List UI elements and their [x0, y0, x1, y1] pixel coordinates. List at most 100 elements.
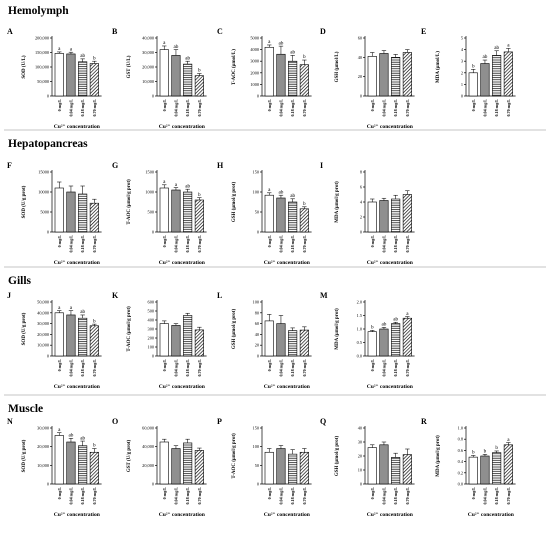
bar-j-4 [89, 325, 99, 357]
significance-letter: a [507, 43, 510, 49]
x-tick-label: 0.70 mg/L [92, 235, 97, 253]
significance-letter: ab [278, 40, 283, 46]
bar-a-1 [54, 53, 64, 97]
x-tick-label: 0.70 mg/L [506, 487, 511, 505]
bar-d-4 [402, 52, 412, 97]
y-tick-label: 30,000 [142, 50, 154, 56]
x-tick-label: 0 mg/L [267, 99, 272, 112]
y-tick-label: 0.0 [458, 482, 463, 487]
y-tick-label: 500 [148, 210, 154, 215]
y-tick-label: 30 [358, 440, 362, 445]
x-tick-label: 0.04 mg/L [173, 487, 178, 505]
significance-letter: a [268, 39, 271, 45]
bar-d-1 [367, 56, 377, 97]
x-tick-label: 0.18 mg/L [185, 235, 190, 253]
x-tick-label: 0.04 mg/L [278, 487, 283, 505]
significance-letter: b [198, 68, 201, 74]
y-tick-label: 80 [255, 310, 259, 315]
significance-letter: a [70, 305, 73, 311]
x-tick-label: 0.70 mg/L [92, 99, 97, 117]
x-tick-label: 0 mg/L [162, 487, 167, 500]
y-axis-label: MDA (μmol/g prot) [436, 435, 441, 477]
bar-q-3 [391, 457, 401, 485]
x-axis-label: Cu²⁺ concentration [54, 124, 101, 130]
y-tick-label: 10,000 [37, 463, 49, 469]
y-tick-label: 100 [253, 190, 259, 195]
x-tick-label: 0.18 mg/L [185, 487, 190, 505]
y-tick-label: 0 [152, 482, 154, 487]
y-axis-label: T-AOC (μmol/g prot) [127, 306, 132, 352]
bar-chart-o: O 0 20,000 40,000 60,000 GST (U/g prot) 0 mg/L… [112, 417, 207, 518]
significance-letter: a [507, 437, 510, 443]
y-tick-label: 30,000 [37, 426, 49, 432]
y-tick-label: 1.5 [357, 313, 362, 318]
x-tick-label: 0.04 mg/L [381, 99, 386, 117]
bar-e-2 [480, 63, 490, 97]
bar-h-3 [288, 201, 298, 233]
significance-letter: ab [290, 50, 295, 56]
x-tick-label: 0 mg/L [370, 487, 375, 500]
y-tick-label: 20 [255, 343, 259, 348]
significance-letter: b [93, 55, 96, 61]
bar-e-4 [503, 51, 513, 97]
significance-letter: b [303, 201, 306, 207]
x-tick-label: 0.04 mg/L [482, 487, 487, 505]
x-tick-label: 0 mg/L [471, 99, 476, 112]
y-tick-label: 0 [47, 230, 49, 235]
bar-chart-k: K 0 100 200 300 400 500 600 T-AOC (μmol/g prot) 0… [112, 291, 207, 390]
y-tick-label: 4000 [250, 47, 259, 52]
bar-chart-a: A 0 50,000 100,000 150,000 200,000 SOD (U/L) a 0… [7, 27, 102, 130]
bar-j-3 [78, 317, 88, 357]
y-tick-label: 150 [253, 426, 259, 431]
y-tick-label: 100 [253, 444, 259, 449]
x-tick-label: 0.04 mg/L [381, 487, 386, 505]
y-tick-label: 40,000 [37, 310, 49, 316]
bar-chart-e: E 0 1 2 3 4 5 MDA (μmol/L) b 0 mg/L ab 0.04 mg/L ab 0… [421, 27, 516, 117]
y-axis-label: GST (U/L) [127, 55, 132, 78]
significance-letter: b [472, 450, 475, 456]
bar-f-3 [78, 193, 88, 233]
y-tick-label: 200,000 [35, 36, 49, 42]
bar-g-1 [159, 187, 169, 233]
x-tick-label: 0 mg/L [267, 359, 272, 372]
significance-letter: b [371, 325, 374, 331]
y-tick-label: 20 [358, 454, 362, 459]
bar-n-3 [78, 445, 88, 485]
bar-m-1 [367, 331, 377, 357]
x-axis-label: Cu²⁺ concentration [367, 124, 414, 130]
y-axis-label: MDA (μmol/g prot) [335, 308, 340, 350]
y-axis-label: SOD (U/g prot) [22, 185, 27, 218]
y-tick-label: 0 [257, 230, 259, 235]
bar-r-4 [503, 444, 513, 485]
y-axis-label: GSH (μmol/g prot) [232, 309, 237, 350]
y-tick-label: 3000 [250, 59, 259, 64]
bar-c-1 [264, 46, 274, 97]
bar-i-4 [402, 194, 412, 233]
y-tick-label: 2000 [250, 70, 259, 75]
bar-e-3 [492, 55, 502, 97]
y-tick-label: 400 [148, 318, 154, 323]
y-tick-label: 1500 [145, 170, 154, 175]
y-tick-label: 150,000 [35, 50, 49, 56]
y-tick-label: 0.0 [357, 354, 362, 359]
significance-letter: ab [173, 44, 178, 50]
bar-j-2 [66, 314, 76, 357]
y-tick-label: 15000 [38, 170, 49, 175]
significance-letter: a [163, 40, 166, 46]
x-tick-label: 0.70 mg/L [506, 99, 511, 117]
x-tick-label: 0.04 mg/L [278, 235, 283, 253]
x-tick-label: 0 mg/L [57, 359, 62, 372]
y-tick-label: 600 [148, 300, 154, 305]
bar-chart-f: F 0 5000 10000 15000 SOD (U/g prot) 0 mg/L 0.04… [7, 161, 102, 266]
y-tick-label: 5000 [40, 210, 49, 215]
bar-a-3 [78, 61, 88, 97]
x-tick-label: 0.04 mg/L [381, 359, 386, 377]
bar-o-2 [171, 448, 181, 485]
significance-letter: a [58, 46, 61, 52]
y-axis-label: GSH (μmol/g prot) [232, 182, 237, 223]
significance-letter: ab [278, 189, 283, 195]
significance-letter: b [93, 443, 96, 449]
bar-chart-h: H 0 50 100 150 GSH (μmol/g prot) a 0 mg/L ab 0.04… [217, 161, 312, 266]
